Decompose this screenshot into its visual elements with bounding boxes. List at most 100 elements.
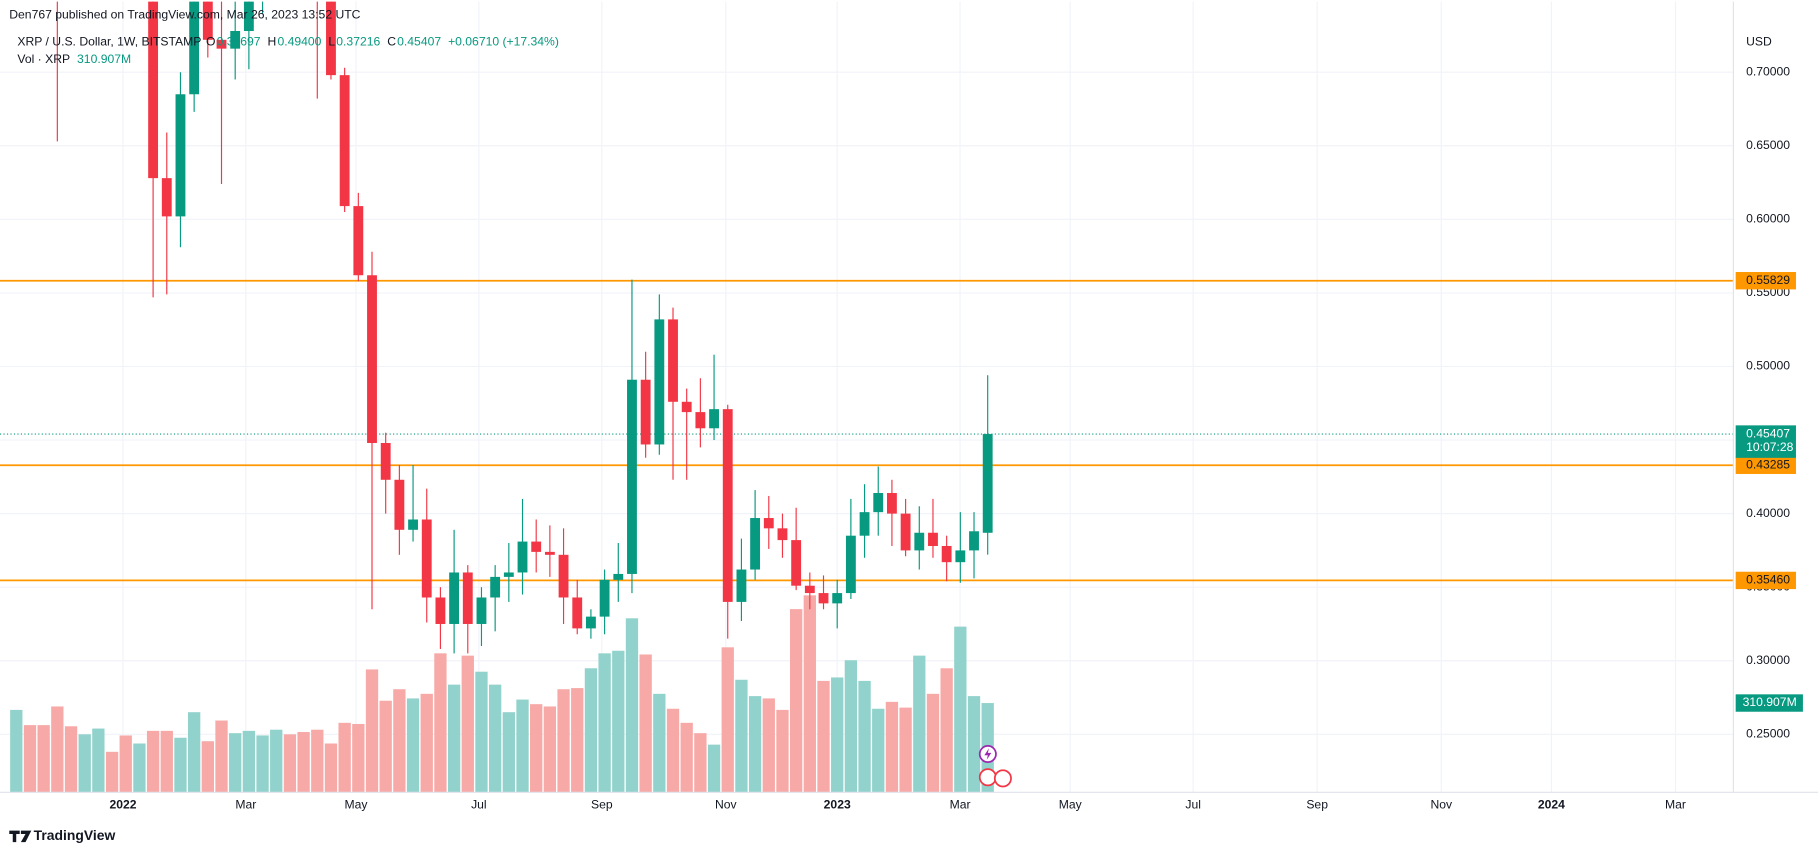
event-icon-bolt — [984, 748, 992, 760]
volume-bar — [270, 729, 283, 793]
axis-layer: 0.250000.300000.350000.400000.450000.500… — [109, 64, 1803, 811]
candle-body — [886, 493, 897, 514]
volume-bar — [133, 743, 146, 793]
candle-body — [804, 585, 815, 594]
legend-value: 0.49400 — [277, 34, 321, 48]
candle-body — [572, 597, 583, 629]
candle-body — [750, 518, 761, 570]
volume-bar — [557, 689, 570, 793]
footer-brand: TradingView — [34, 827, 116, 843]
volume-bar — [23, 725, 37, 793]
x-tick-label: Sep — [1306, 797, 1328, 811]
candle-body — [791, 540, 802, 586]
volume-bar — [844, 660, 858, 793]
price-label: 0.43285 — [1746, 458, 1790, 472]
x-tick-label: Nov — [715, 797, 738, 811]
volume-bar — [666, 708, 680, 793]
candle-body — [859, 512, 870, 536]
legend-value: 0.45407 — [397, 34, 441, 48]
volume-bar — [365, 669, 379, 793]
candle-body — [449, 572, 460, 624]
volume-bar — [653, 693, 666, 793]
candle-body — [394, 479, 405, 530]
candle-body — [161, 178, 172, 217]
volume-bar — [584, 668, 598, 793]
candle-body — [763, 518, 774, 529]
x-tick-label: Mar — [1665, 797, 1686, 811]
volume-legend-name: Vol · XRP — [17, 52, 70, 66]
candle-body — [845, 535, 856, 594]
volume-bar — [899, 707, 912, 793]
candle-body — [599, 579, 610, 617]
candle-body — [955, 550, 966, 563]
x-tick-label: 2024 — [1538, 797, 1565, 811]
volume-bar — [913, 655, 926, 793]
event-icon[interactable] — [978, 768, 997, 787]
candle-body — [435, 597, 446, 624]
candle-body — [558, 554, 569, 598]
x-tick-label: 2022 — [109, 797, 136, 811]
volume-bar — [502, 712, 515, 793]
volume-bar — [776, 709, 789, 793]
volume-bar — [146, 730, 160, 793]
volume-bar — [625, 618, 639, 793]
candle-body — [640, 379, 651, 445]
volume-bar — [51, 706, 64, 793]
x-tick-label: Jul — [471, 797, 487, 811]
volume-bar — [201, 741, 214, 793]
volume-bar — [748, 696, 762, 793]
volume-bar — [543, 706, 557, 793]
candle-body — [818, 593, 829, 604]
candle-body — [367, 275, 377, 443]
candle-body — [722, 409, 733, 602]
x-tick-label: Mar — [950, 797, 971, 811]
price-label: 0.55829 — [1746, 273, 1790, 287]
volume-bar — [789, 609, 803, 793]
legend-key: L — [328, 34, 335, 48]
event-icon[interactable] — [993, 769, 1012, 788]
hline-layer — [0, 279, 1734, 582]
legend-value: 0.37216 — [336, 34, 380, 48]
x-tick-label: Mar — [235, 797, 256, 811]
grid — [0, 1, 1734, 793]
volume-legend-value: 310.907M — [77, 52, 131, 66]
volume-bar — [324, 743, 338, 793]
candle-body — [654, 319, 665, 445]
volume-bar — [119, 735, 132, 793]
candle-layer — [56, 1, 993, 654]
candle-body — [189, 1, 200, 95]
volume-bar — [940, 668, 953, 793]
x-tick-label: May — [1059, 797, 1083, 811]
volume-bar — [872, 708, 885, 793]
volume-bar — [283, 734, 297, 793]
volume-bar — [297, 732, 310, 793]
volume-bar — [406, 698, 420, 793]
candle-body — [175, 94, 186, 217]
volume-bar — [10, 709, 23, 793]
legend-value: +0.06710 (+17.34%) — [448, 34, 559, 48]
volume-bar — [215, 720, 228, 793]
candle-body — [585, 616, 596, 629]
volume-bar — [926, 693, 940, 793]
volume-bar — [639, 654, 652, 793]
candle-body — [914, 532, 925, 551]
volume-bar — [817, 680, 830, 793]
volume-bar — [612, 650, 625, 793]
candle-body — [627, 379, 637, 574]
volume-bar — [311, 729, 324, 793]
volume-bar — [160, 730, 173, 793]
volume-bar — [434, 653, 447, 793]
volume-label-bg — [1735, 694, 1803, 712]
volume-bar — [858, 680, 871, 793]
volume-bar — [967, 696, 981, 793]
volume-bar — [420, 693, 433, 793]
candle-body — [900, 513, 911, 551]
legend-value: 0.38697 — [217, 34, 261, 48]
x-tick-label: 2023 — [824, 797, 851, 811]
legend-key: C — [387, 34, 396, 48]
candle-body — [736, 569, 747, 602]
currency: USD — [1746, 34, 1772, 48]
volume-bar — [393, 689, 406, 793]
candle-body — [216, 39, 227, 49]
